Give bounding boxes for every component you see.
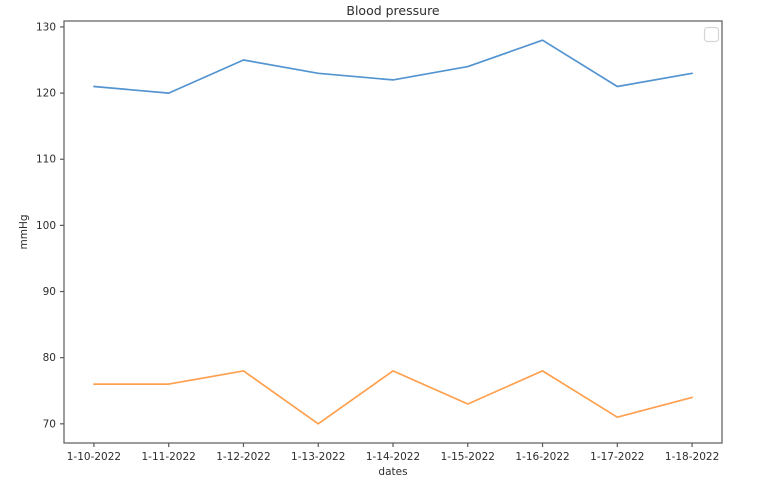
x-tick-label: 1-10-2022 [67,451,121,463]
y-tick-label: 120 [36,88,56,100]
x-tick-label: 1-18-2022 [665,451,719,463]
x-tick-label: 1-16-2022 [515,451,569,463]
legend-box [703,26,720,43]
y-tick-label: 130 [36,21,56,33]
y-tick-label: 110 [36,154,56,166]
chart-title: Blood pressure [346,3,440,18]
series-line-2 [93,370,693,425]
y-tick-label: 100 [36,220,56,232]
y-tick-label: 90 [43,286,56,298]
x-tick-label: 1-14-2022 [366,451,420,463]
y-tick-label: 70 [43,418,56,430]
axes-frame [63,20,723,444]
y-tick-label: 80 [43,352,56,364]
x-tick-label: 1-17-2022 [590,451,644,463]
x-tick-label: 1-12-2022 [216,451,270,463]
plot-area: 70 80 90 100 110 120 130 1-10-2022 1-11-2022 1-12… [36,20,723,463]
y-axis-label: mmHg [18,214,30,249]
x-axis-label: dates [378,466,407,478]
x-tick-label: 1-13-2022 [291,451,345,463]
x-tick-label: 1-11-2022 [142,451,196,463]
series-line-1 [93,39,693,94]
x-tick-label: 1-15-2022 [441,451,495,463]
